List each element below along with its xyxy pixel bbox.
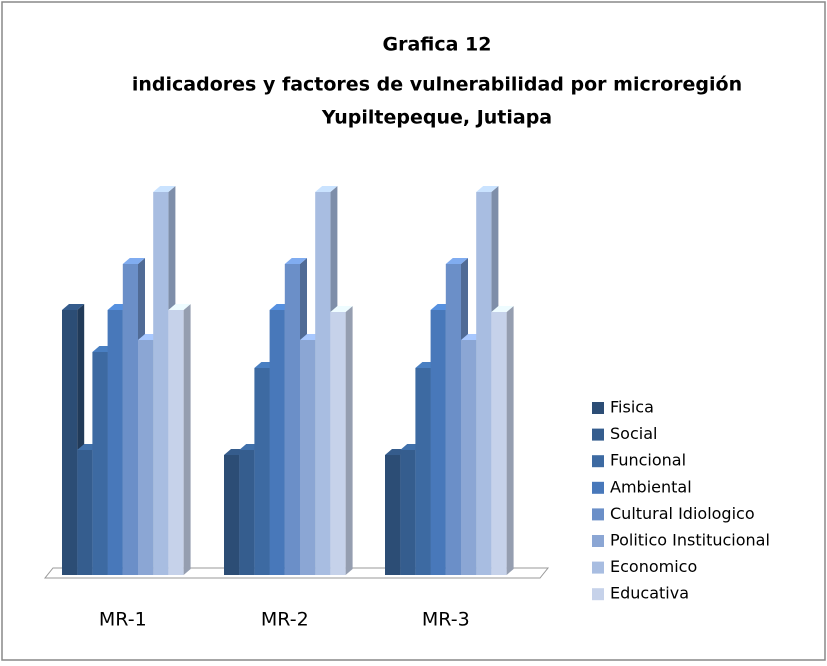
bar-face	[62, 304, 85, 310]
legend-swatch	[592, 561, 604, 574]
x-tick-label: MR-1	[99, 609, 147, 631]
bar-face	[430, 310, 446, 575]
bar-face	[415, 368, 431, 575]
bar-face	[445, 264, 461, 575]
bar-face	[138, 340, 154, 575]
bar-face	[400, 450, 416, 575]
legend-swatch	[592, 588, 604, 601]
bar-face	[183, 304, 191, 575]
chart-title: Yupiltepeque, Jutiapa	[321, 107, 552, 129]
bar	[491, 306, 514, 575]
legend-label: Cultural Idiologico	[610, 504, 755, 523]
bar-face	[77, 450, 93, 575]
legend-swatch	[592, 455, 604, 468]
bar-face	[476, 186, 499, 192]
bar-face	[122, 258, 145, 264]
legend-swatch	[592, 481, 604, 494]
bar-face	[269, 310, 285, 575]
bar-face	[445, 258, 468, 264]
legend-label: Economico	[610, 557, 697, 576]
bar-face	[330, 306, 353, 312]
legend-label: Social	[610, 424, 657, 443]
bar-face	[239, 450, 255, 575]
bar-face	[315, 186, 338, 192]
x-tick-label: MR-3	[422, 609, 470, 631]
bar-face	[300, 340, 316, 575]
bar-face	[476, 192, 492, 575]
bar-face	[284, 264, 300, 575]
legend-label: Fisica	[610, 398, 654, 417]
bar-face	[168, 304, 191, 310]
x-tick-label: MR-2	[261, 609, 309, 631]
bar-face	[254, 368, 270, 575]
bar-face	[92, 352, 108, 575]
bar-face	[224, 455, 240, 575]
bar-face	[385, 455, 401, 575]
legend-swatch	[592, 428, 604, 441]
chart-title: Grafica 12	[382, 34, 491, 56]
legend-label: Educativa	[610, 584, 689, 603]
bar-face	[107, 310, 123, 575]
bar-face	[491, 312, 507, 575]
bar-face	[153, 186, 176, 192]
bar-face	[461, 340, 477, 575]
bar	[168, 304, 191, 575]
legend-label: Politico Institucional	[610, 531, 770, 550]
legend-label: Ambiental	[610, 477, 692, 496]
bar-face	[122, 264, 138, 575]
legend-swatch	[592, 402, 604, 414]
bar-face	[506, 306, 514, 575]
bar-face	[345, 306, 353, 575]
bar-face	[284, 258, 307, 264]
bar-face	[62, 310, 78, 575]
legend-swatch	[592, 535, 604, 547]
bar-face	[168, 310, 184, 575]
bar-face	[315, 192, 331, 575]
legend-label: Funcional	[610, 451, 686, 470]
chart-title: indicadores y factores de vulnerabilidad…	[132, 74, 742, 96]
bar	[330, 306, 353, 575]
bar-face	[491, 306, 514, 312]
bar-face	[330, 312, 346, 575]
bar-face	[153, 192, 169, 575]
legend-swatch	[592, 508, 604, 521]
